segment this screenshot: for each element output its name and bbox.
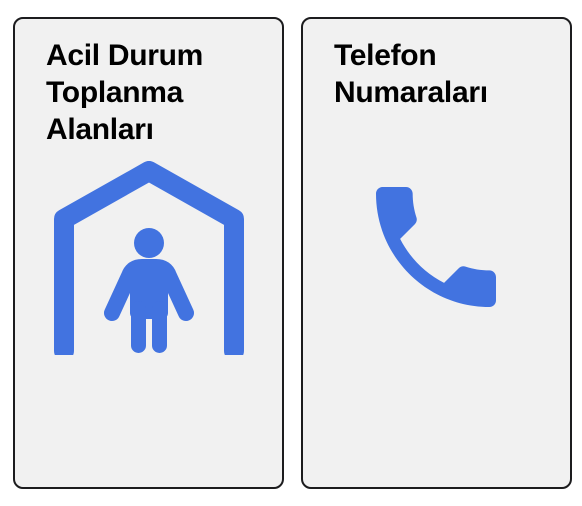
title-line: Numaraları [334,76,488,109]
phone-numbers-card[interactable]: Telefon Numaraları [301,17,572,489]
title-line: Alanları [46,113,154,146]
assembly-areas-card[interactable]: Acil Durum Toplanma Alanları [13,17,284,489]
phone-numbers-title: Telefon Numaraları [334,37,564,111]
phone-icon [376,187,496,307]
title-line: Acil Durum [46,39,204,72]
title-line: Toplanma [46,76,184,109]
title-line: Telefon [334,39,437,72]
assembly-areas-title: Acil Durum Toplanma Alanları [46,37,276,148]
shelter-person-icon [54,161,244,355]
